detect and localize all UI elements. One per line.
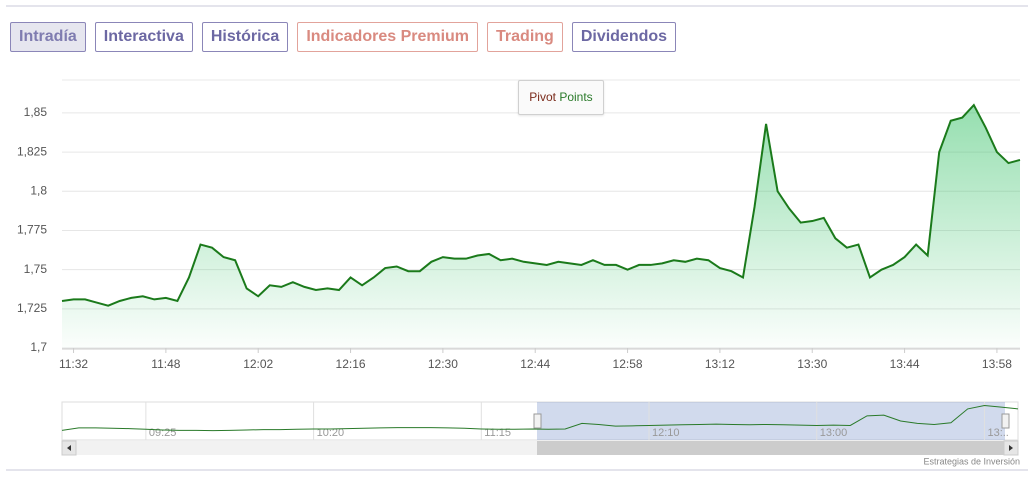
- x-tick-label: 13:58: [982, 357, 1012, 371]
- credit: Estrategias de Inversión: [923, 456, 1020, 466]
- nav-tick-label: 10:20: [317, 427, 345, 439]
- tab[interactable]: Intradía: [10, 22, 86, 52]
- nav-tick-label: 09:25: [149, 427, 177, 439]
- nav-tick-label: 11:15: [484, 427, 511, 439]
- x-tick-label: 13:44: [890, 357, 920, 371]
- x-tick-label: 12:02: [243, 357, 273, 371]
- arrow: [67, 445, 71, 451]
- arrow: [1009, 445, 1013, 451]
- tab-bar: Intradía Interactiva Histórica Indicador…: [10, 22, 677, 52]
- y-tick-label: 1,75: [24, 262, 48, 276]
- x-tick-label: 13:12: [705, 357, 735, 371]
- navigator-selection[interactable]: [537, 402, 1005, 440]
- nav-tick-label: 12:10: [652, 427, 680, 439]
- y-tick-label: 1,8: [30, 183, 47, 197]
- nav-tick-label: 13:00: [820, 427, 848, 439]
- scrollbar-thumb[interactable]: [537, 441, 1005, 455]
- x-tick-label: 12:44: [520, 357, 550, 371]
- line: [61, 103, 1021, 307]
- x-tick-label: 12:16: [336, 357, 366, 371]
- y-tick-label: 1,85: [24, 105, 48, 119]
- pivot-word: Pivot: [529, 90, 556, 104]
- tab[interactable]: Indicadores Premium: [297, 22, 479, 52]
- pivot-button[interactable]: Pivot Points: [518, 80, 604, 115]
- tab[interactable]: Interactiva: [94, 22, 193, 52]
- area: [62, 105, 1020, 349]
- nav-handle[interactable]: [1001, 413, 1010, 429]
- x-tick-label: 12:30: [428, 357, 458, 371]
- tab[interactable]: Dividendos: [571, 22, 677, 52]
- tab[interactable]: Trading: [487, 22, 563, 52]
- x-tick-label: 13:30: [797, 357, 827, 371]
- y-tick-label: 1,775: [17, 223, 47, 237]
- y-tick-label: 1,825: [17, 144, 47, 158]
- nav-tick-label: 13:..: [987, 427, 1008, 439]
- x-tick-label: 11:32: [59, 357, 88, 371]
- points-word: Points: [559, 90, 593, 104]
- x-tick-label: 12:58: [613, 357, 643, 371]
- nav-handle[interactable]: [533, 413, 542, 429]
- y-tick-label: 1,7: [30, 340, 47, 354]
- tab[interactable]: Histórica: [201, 22, 289, 52]
- x-tick-label: 11:48: [151, 357, 180, 371]
- line: [61, 404, 1019, 432]
- y-tick-label: 1,725: [17, 301, 47, 315]
